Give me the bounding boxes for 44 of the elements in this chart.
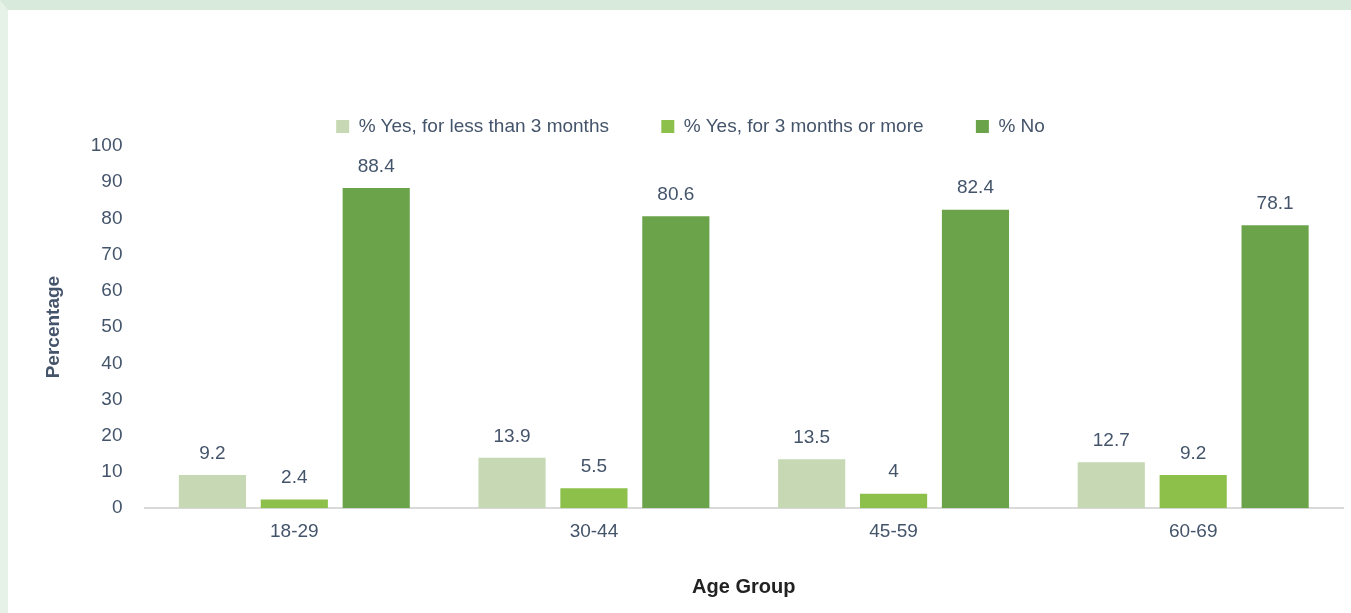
data-label: 4 (888, 460, 900, 482)
bar (778, 459, 846, 509)
y-axis-title: Percentage (41, 275, 63, 379)
data-label: 9.2 (199, 441, 226, 463)
data-label: 5.5 (580, 455, 608, 477)
legend-label: % No (998, 114, 1045, 136)
y-tick-label: 60 (101, 279, 123, 301)
y-tick-label: 70 (101, 242, 123, 264)
bar (342, 188, 410, 509)
y-tick-label: 50 (101, 315, 123, 337)
bar (178, 474, 246, 509)
legend-label: % Yes, for 3 months or more (683, 114, 924, 136)
y-tick-label: 0 (111, 496, 123, 518)
x-tick-label: 30-44 (569, 519, 619, 541)
data-label: 82.4 (956, 176, 995, 198)
y-tick-label: 30 (101, 387, 123, 409)
data-label: 9.2 (1179, 441, 1207, 463)
x-tick-label: 60-69 (1168, 519, 1218, 541)
x-tick-label: 45-59 (869, 519, 918, 541)
bar (560, 488, 628, 509)
x-tick-label: 18-29 (270, 519, 319, 541)
bar (941, 209, 1010, 509)
bar (478, 457, 546, 509)
bar (859, 493, 928, 509)
y-tick-label: 20 (101, 423, 123, 445)
y-tick-label: 10 (101, 460, 123, 482)
data-label: 2.4 (281, 466, 308, 488)
data-label: 13.5 (793, 426, 831, 448)
data-label: 88.4 (357, 154, 396, 176)
data-label: 12.7 (1092, 428, 1130, 450)
bar (260, 499, 328, 509)
y-tick-label: 80 (101, 206, 123, 228)
bar (1241, 225, 1309, 509)
bar (1159, 474, 1227, 509)
bar (642, 216, 710, 509)
x-axis-title: Age Group (692, 574, 796, 597)
y-tick-label: 40 (101, 351, 123, 373)
data-label: 13.9 (493, 424, 531, 446)
y-tick-label: 90 (101, 170, 123, 192)
data-label: 80.6 (657, 183, 695, 204)
legend-label: % Yes, for less than 3 months (358, 114, 609, 136)
bar (1077, 462, 1145, 509)
data-label: 78.1 (1256, 192, 1294, 214)
y-tick-label: 100 (90, 134, 123, 156)
